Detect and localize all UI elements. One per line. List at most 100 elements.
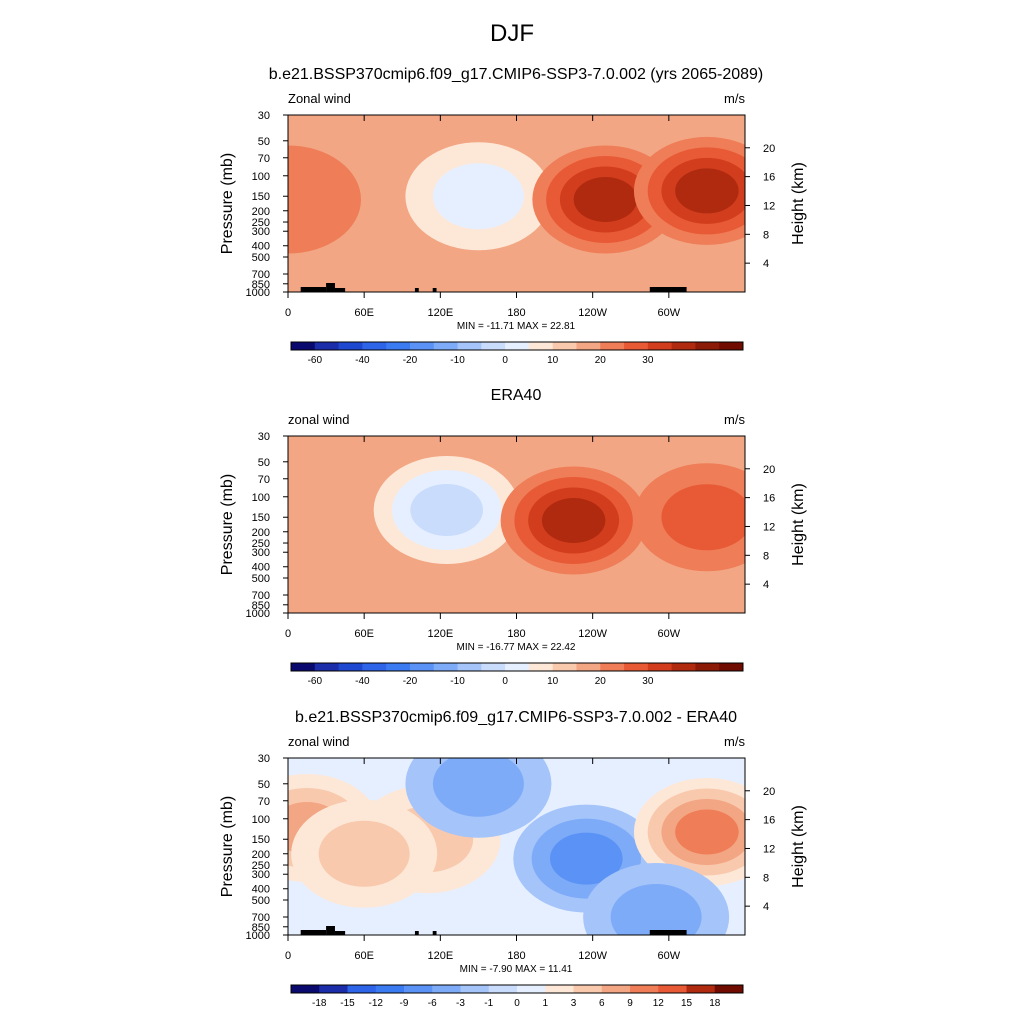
colorbar-swatch	[314, 342, 340, 350]
topography-mask	[334, 931, 346, 935]
colorbar-label: -40	[355, 676, 370, 687]
colorbar-label: -15	[340, 998, 355, 1009]
colorbar-swatch	[291, 342, 316, 350]
colorbar-swatch	[552, 342, 577, 350]
colorbar-swatch	[658, 985, 687, 993]
y-tick-label: 300	[252, 547, 270, 559]
y-tick-label: 700	[252, 269, 270, 281]
variable-label: Zonal wind	[288, 91, 351, 106]
y-tick-label: 400	[252, 241, 270, 253]
colorbar-swatch	[291, 985, 320, 993]
colorbar-swatch	[695, 663, 720, 671]
colorbar-swatch	[624, 663, 649, 671]
contour-band	[573, 176, 638, 222]
y-tick-label: 70	[258, 474, 270, 486]
colorbar-swatch	[686, 985, 716, 993]
colorbar-label: -40	[355, 355, 370, 366]
y-axis-label: Pressure (mb)	[219, 796, 236, 897]
min-max-stats: MIN = -7.90 MAX = 11.41	[460, 964, 573, 975]
y-right-tick-label: 12	[763, 200, 775, 212]
topography-mask	[300, 287, 327, 292]
colorbar-label: -3	[456, 998, 465, 1009]
contour-band	[541, 497, 606, 543]
y-right-axis-label: Height (km)	[790, 162, 807, 245]
topography-mask	[414, 931, 419, 935]
x-tick-label: 60W	[658, 950, 681, 962]
y-tick-label: 250	[252, 860, 270, 872]
contour-band	[549, 832, 623, 885]
colorbar-label: 15	[681, 998, 693, 1009]
colorbar-swatch	[714, 985, 744, 993]
contour-band	[410, 484, 484, 537]
y-right-tick-label: 20	[763, 786, 775, 798]
colorbar-swatch	[481, 342, 506, 350]
y-tick-label: 850	[252, 279, 270, 291]
colorbar-swatch	[517, 985, 546, 993]
colorbar-label: -6	[428, 998, 437, 1009]
colorbar-swatch	[457, 663, 482, 671]
y-right-tick-label: 12	[763, 843, 775, 855]
colorbar-swatch	[433, 342, 459, 350]
colorbar-label: 0	[502, 676, 508, 687]
panel-title: ERA40	[491, 387, 542, 404]
y-right-tick-label: 8	[763, 872, 769, 884]
colorbar-label: -20	[403, 355, 418, 366]
colorbar-swatch	[362, 663, 387, 671]
y-tick-label: 500	[252, 895, 270, 907]
y-tick-label: 70	[258, 153, 270, 165]
topography-mask	[649, 930, 687, 935]
variable-label: zonal wind	[288, 734, 349, 749]
colorbar-swatch	[409, 342, 435, 350]
colorbar-swatch	[338, 342, 363, 350]
x-tick-label: 120E	[427, 950, 453, 962]
y-tick-label: 700	[252, 590, 270, 602]
colorbar-label: 30	[642, 676, 654, 687]
colorbar-swatch	[600, 663, 625, 671]
y-right-tick-label: 20	[763, 464, 775, 476]
y-tick-label: 50	[258, 457, 270, 469]
colorbar-swatch	[647, 663, 673, 671]
colorbar-swatch	[545, 985, 574, 993]
colorbar-frame	[290, 984, 744, 994]
colorbar-label: 0	[514, 998, 520, 1009]
colorbar-label: -10	[450, 676, 465, 687]
y-tick-label: 30	[258, 753, 270, 765]
colorbar-swatch	[457, 342, 482, 350]
colorbar-swatch	[528, 663, 554, 671]
y-tick-label: 150	[252, 191, 270, 203]
contour-band	[432, 163, 524, 230]
colorbar-swatch	[573, 985, 603, 993]
x-tick-label: 180	[507, 628, 525, 640]
topography-mask	[326, 926, 335, 935]
colorbar-frame	[290, 341, 744, 351]
topography-mask	[300, 930, 327, 935]
colorbar-swatch	[600, 342, 625, 350]
y-tick-label: 50	[258, 779, 270, 791]
colorbar-swatch	[433, 663, 459, 671]
y-tick-label: 1000	[246, 287, 270, 299]
colorbar-frame	[290, 662, 744, 672]
y-axis-label: Pressure (mb)	[219, 474, 236, 575]
colorbar-swatch	[552, 663, 577, 671]
y-right-tick-label: 4	[763, 579, 769, 591]
colorbar-swatch	[576, 663, 601, 671]
y-right-tick-label: 8	[763, 550, 769, 562]
colorbar-swatch	[347, 985, 377, 993]
colorbar-swatch	[528, 342, 554, 350]
colorbar-swatch	[314, 663, 340, 671]
colorbar-label: 10	[547, 355, 559, 366]
contour-band	[661, 484, 745, 551]
y-tick-label: 850	[252, 922, 270, 934]
colorbar-swatch	[576, 342, 601, 350]
y-right-tick-label: 20	[763, 143, 775, 155]
y-axis-label: Pressure (mb)	[219, 153, 236, 254]
colorbar-swatch	[624, 342, 649, 350]
colorbar-label: 3	[571, 998, 577, 1009]
contour-band	[675, 809, 739, 855]
colorbar-swatch	[362, 342, 387, 350]
units-label: m/s	[724, 91, 745, 106]
y-right-axis-label: Height (km)	[790, 483, 807, 566]
colorbar-swatch	[601, 985, 631, 993]
y-right-tick-label: 16	[763, 815, 775, 827]
y-tick-label: 50	[258, 136, 270, 148]
